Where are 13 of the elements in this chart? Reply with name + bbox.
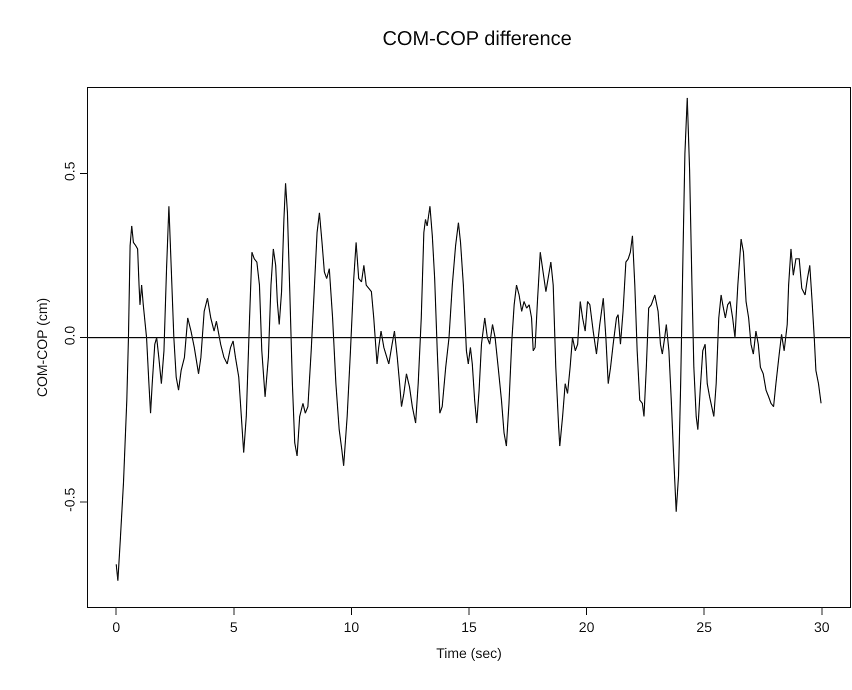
- y-axis-title: COM-COP (cm): [34, 298, 50, 398]
- x-tick-label: 5: [230, 618, 238, 635]
- x-axis-title: Time (sec): [436, 645, 502, 662]
- x-tick-label: 25: [696, 618, 712, 635]
- y-tick-label: 0.0: [61, 326, 78, 346]
- x-tick-label: 10: [344, 618, 360, 635]
- chart-title: COM-COP difference: [382, 28, 572, 50]
- x-tick-label: 15: [461, 618, 477, 635]
- x-tick-label: 20: [578, 618, 595, 635]
- y-tick-label: 0.5: [61, 161, 78, 182]
- x-tick-label: 30: [814, 618, 830, 635]
- y-tick-label: -0.5: [61, 488, 78, 512]
- x-tick-label: 0: [112, 618, 120, 635]
